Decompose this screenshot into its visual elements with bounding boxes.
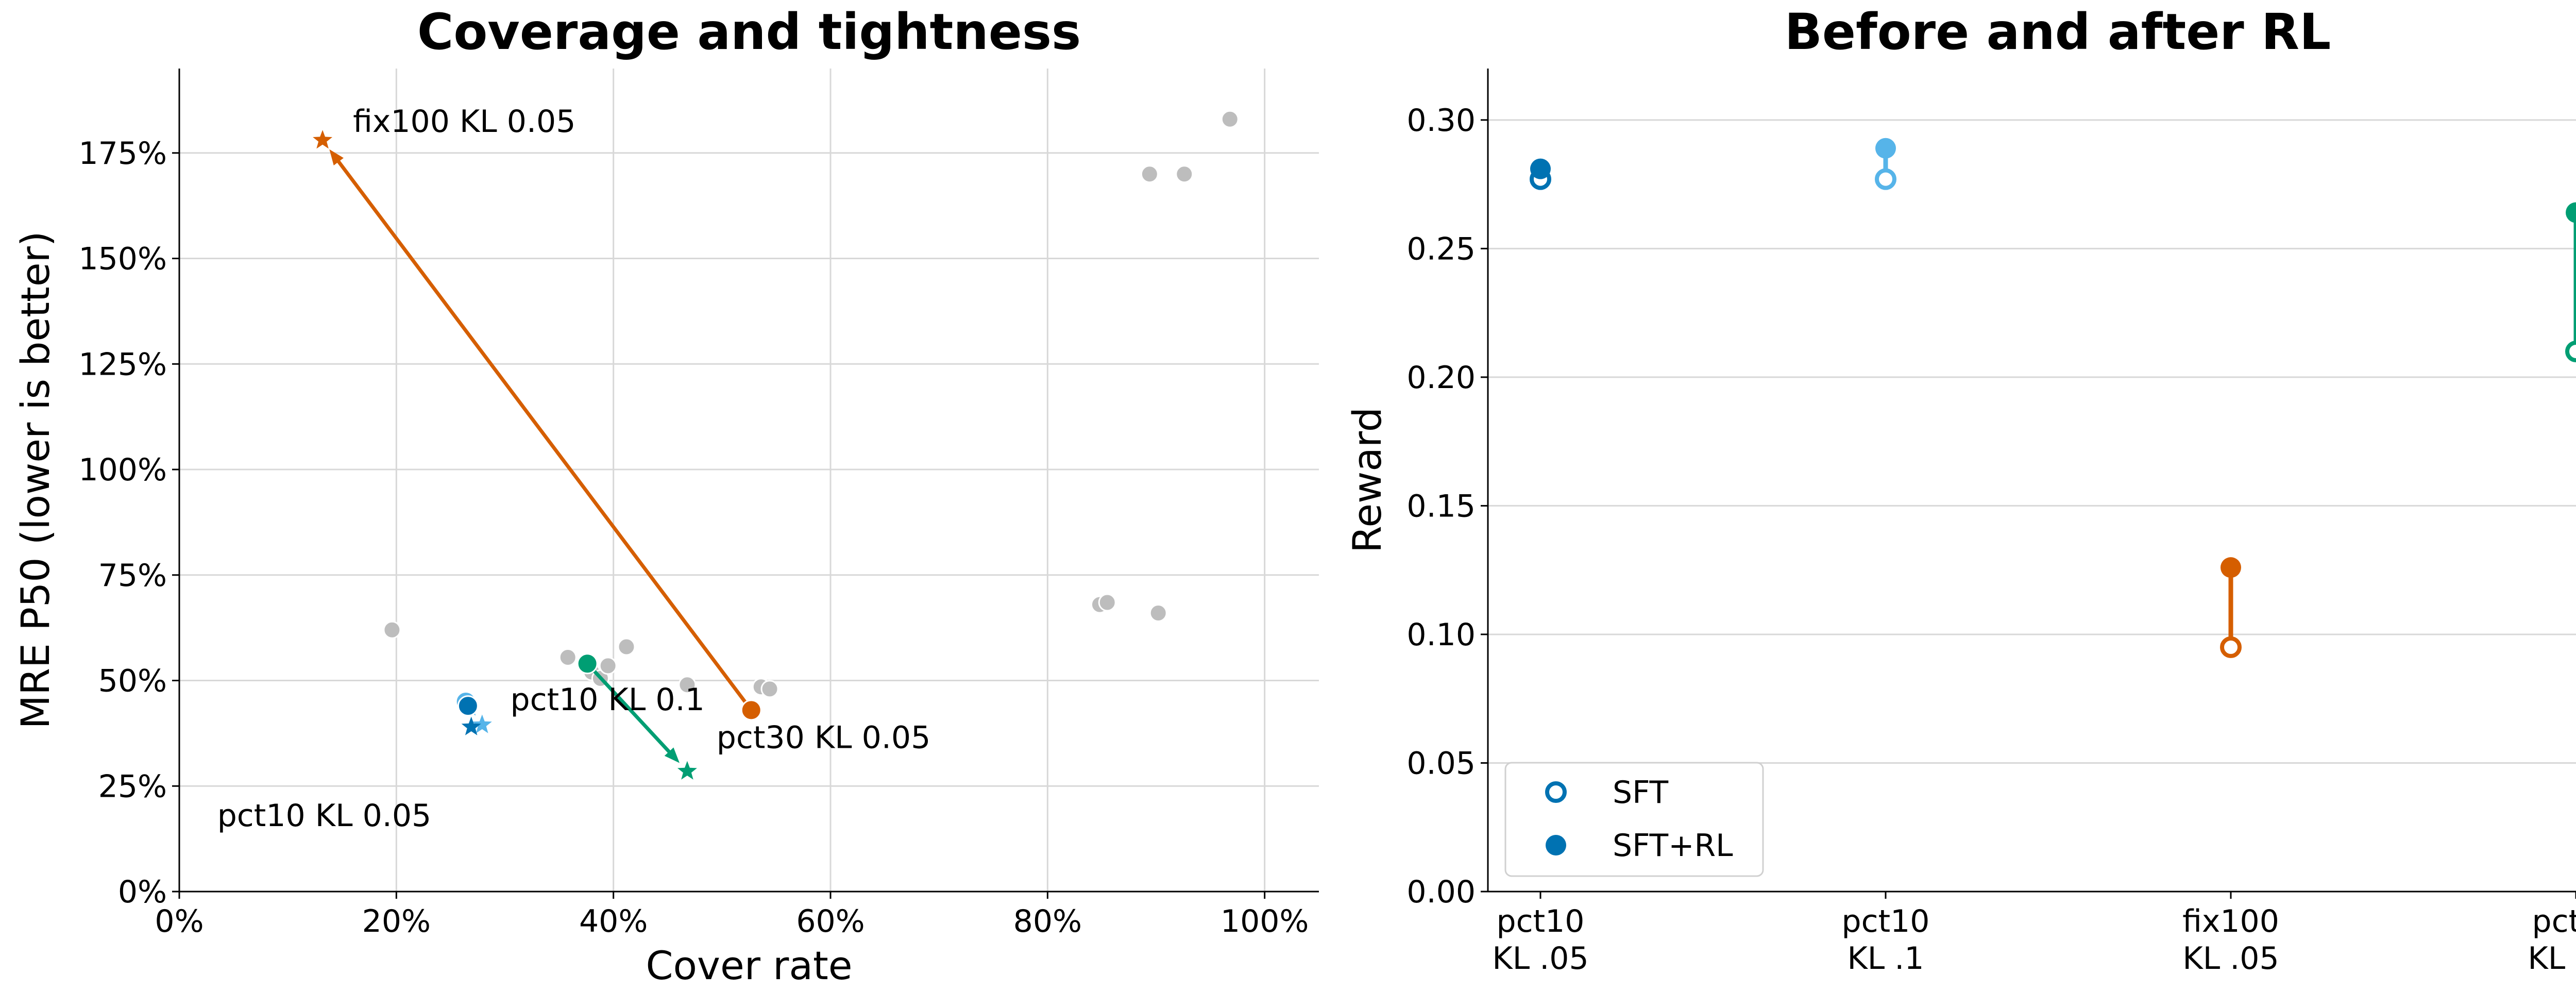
shift-arrow-head <box>664 747 680 763</box>
rl-star-point <box>461 716 481 735</box>
y-axis-label: MRE P50 (lower is better) <box>12 231 58 729</box>
x-tick-label: KL .05 <box>1492 941 1588 977</box>
x-tick-label: pct10 <box>1497 903 1585 939</box>
run-annotation: pct30 KL 0.05 <box>717 720 930 756</box>
x-tick-label: fix100 <box>2182 903 2279 939</box>
background-point <box>678 676 697 694</box>
background-point <box>1098 593 1116 612</box>
shift-arrow-line <box>586 662 675 758</box>
legend-sft-label: SFT <box>1613 775 1669 811</box>
rl-star-point <box>677 761 697 780</box>
rl-reward-point <box>1530 158 1551 179</box>
legend: SFT SFT+RL <box>1504 762 1764 877</box>
coverage-tightness-chart: 0% 20% 40% 60% 80% 100% 0% 25% 50% 75% 100% 125% 150… <box>12 3 1319 988</box>
legend-rl-marker <box>1546 835 1566 855</box>
x-tick-label: 60% <box>796 903 865 939</box>
sft-point <box>457 695 479 717</box>
run-annotation: pct10 KL 0.1 <box>511 682 705 718</box>
background-point <box>558 648 577 666</box>
y-tick-label: 100% <box>78 452 167 488</box>
chart-title: Before and after RL <box>1785 3 2331 61</box>
rl-star-point <box>472 714 492 733</box>
background-point <box>760 680 779 698</box>
sft-reward-point <box>1875 168 1896 190</box>
rl-reward-point <box>2221 557 2241 578</box>
rl-reward-point <box>1875 138 1896 159</box>
x-tick-label: 40% <box>579 903 648 939</box>
y-tick-label: 0.10 <box>1406 617 1476 653</box>
sft-point <box>740 699 762 721</box>
background-point <box>1149 603 1167 622</box>
run-annotation: fix100 KL 0.05 <box>353 104 575 140</box>
y-tick-label: 0.05 <box>1406 745 1476 781</box>
x-tick-label: 100% <box>1221 903 1309 939</box>
y-tick-label: 0% <box>118 874 167 910</box>
y-tick-label: 175% <box>78 136 167 172</box>
y-tick-label: 75% <box>98 558 167 594</box>
x-tick-label: KL .1 <box>1847 941 1924 977</box>
background-point <box>617 637 636 656</box>
background-point <box>1221 110 1239 128</box>
y-tick-label: 0.30 <box>1406 103 1476 139</box>
y-tick-label: 25% <box>98 768 167 804</box>
x-tick-label: 20% <box>362 903 431 939</box>
rl-reward-point <box>2566 202 2576 223</box>
sft-reward-point <box>2220 636 2242 658</box>
x-tick-label: pct30 <box>2532 903 2576 939</box>
x-tick-label: KL .05 <box>2528 941 2576 977</box>
y-axis-label: Reward <box>1344 407 1390 553</box>
y-tick-label: 125% <box>78 346 167 382</box>
shift-arrow-head <box>329 149 344 165</box>
x-tick-label: 80% <box>1013 903 1082 939</box>
background-point <box>383 620 401 639</box>
y-tick-label: 50% <box>98 663 167 699</box>
y-tick-label: 0.00 <box>1406 874 1476 910</box>
background-point <box>1140 165 1159 183</box>
run-annotation: pct10 KL 0.05 <box>217 798 431 834</box>
y-tick-label: 150% <box>78 241 167 277</box>
rl-star-point <box>313 130 333 149</box>
background-point <box>1175 165 1194 183</box>
sft-point <box>577 653 598 675</box>
sft-reward-point <box>2565 340 2576 362</box>
legend-rl-label: SFT+RL <box>1613 828 1733 864</box>
background-point <box>599 657 617 675</box>
shift-arrow-line <box>333 156 753 711</box>
x-tick-label: KL .05 <box>2182 941 2279 977</box>
x-tick-label: pct10 <box>1842 903 1930 939</box>
x-tick-label: 0% <box>155 903 204 939</box>
y-tick-label: 0.25 <box>1406 231 1476 267</box>
legend-sft-marker <box>1545 781 1567 803</box>
chart-title: Coverage and tightness <box>417 3 1081 61</box>
legend-box <box>1504 762 1764 877</box>
x-axis-label: Cover rate <box>646 943 852 988</box>
y-tick-label: 0.15 <box>1406 488 1476 524</box>
y-tick-label: 0.20 <box>1406 360 1476 396</box>
